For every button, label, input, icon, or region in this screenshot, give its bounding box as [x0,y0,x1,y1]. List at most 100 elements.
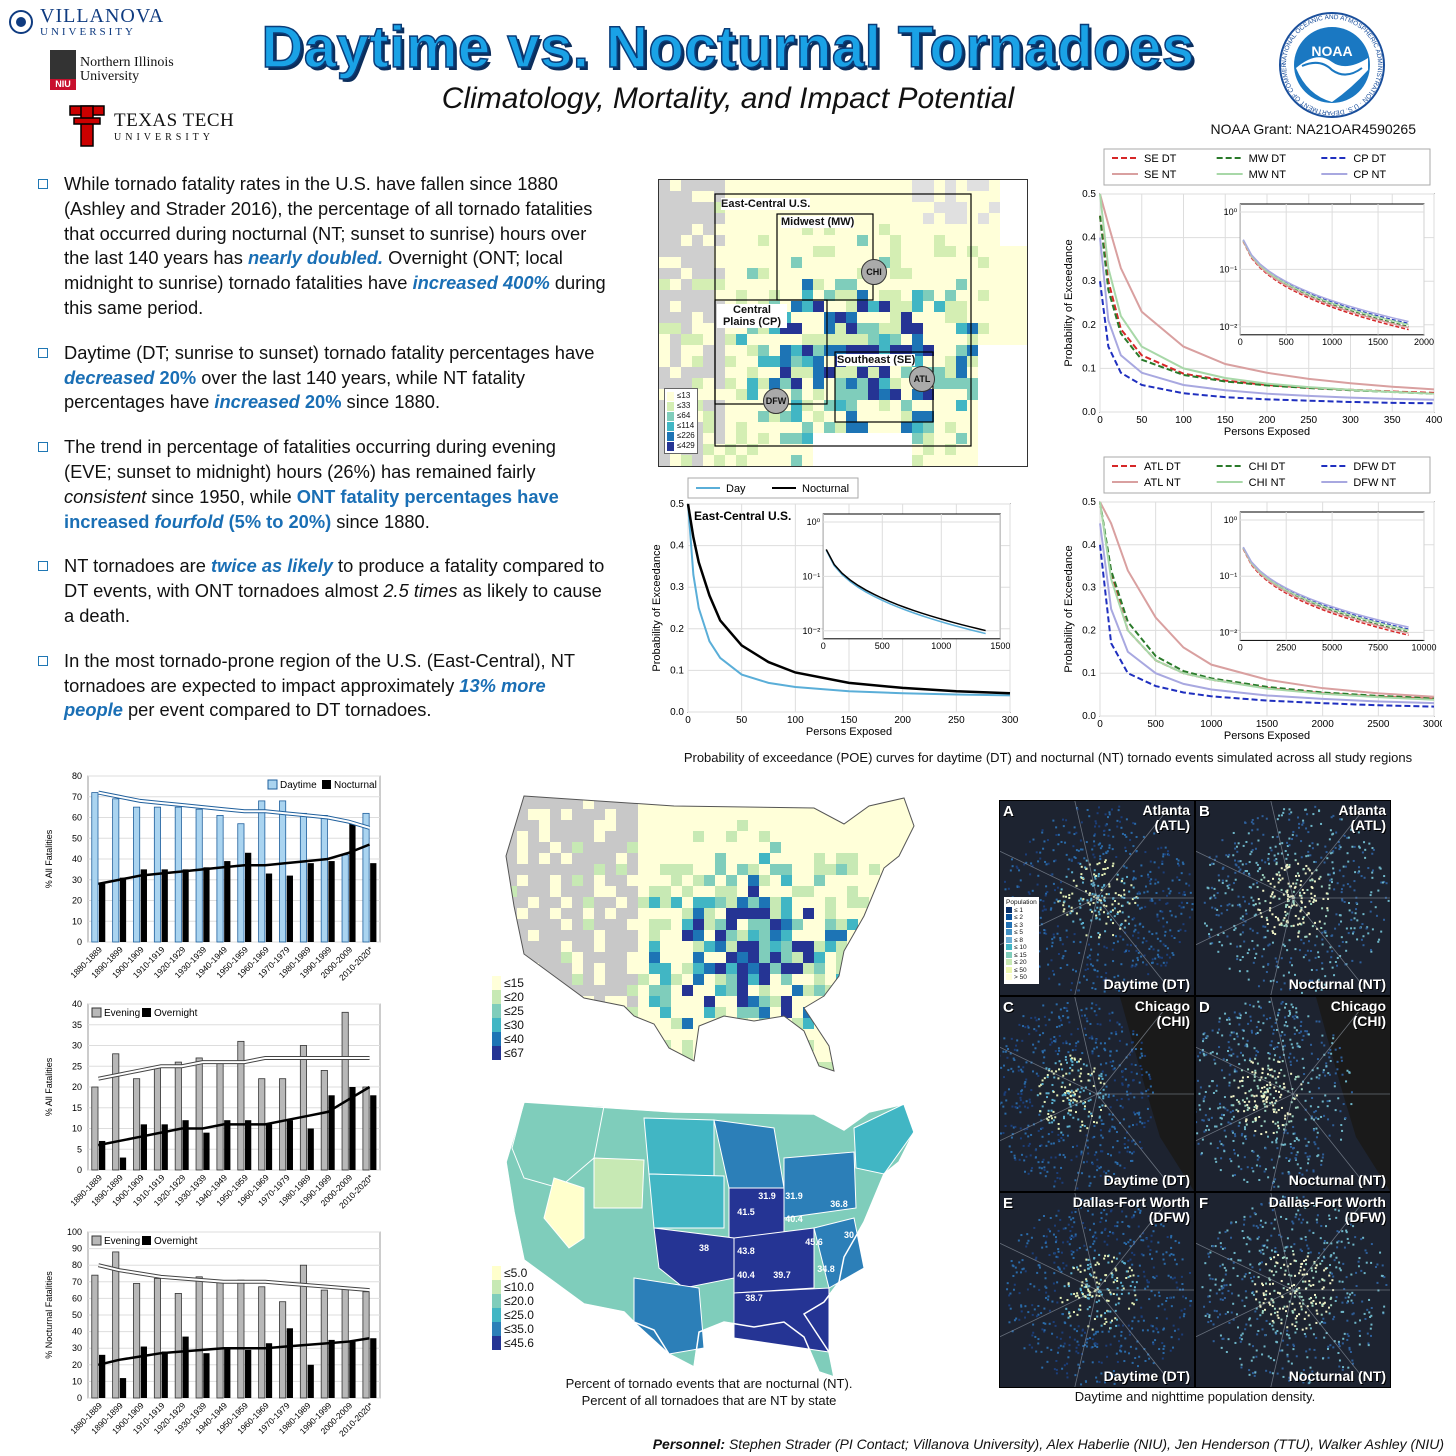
density-cell [1289,1052,1292,1055]
map-cell [704,1040,715,1051]
density-cell [1319,875,1322,878]
map-cell [847,1029,858,1040]
density-cell [1013,1048,1016,1051]
density-cell [1306,1030,1309,1033]
legend-row: ≤20 [492,990,524,1004]
density-cell [1131,959,1134,962]
density-cell [1045,892,1048,895]
density-cell [1201,1048,1204,1051]
map-cell [1000,290,1011,301]
bar-evening [299,1045,307,1171]
density-cell [1248,874,1251,877]
map-cell [813,202,824,213]
map-cell [858,864,869,875]
map-cell [858,996,869,1007]
density-cell [1324,975,1327,978]
map-cell [748,985,759,996]
density-cell [1320,927,1323,930]
density-cell [1083,1125,1086,1128]
density-cell [1280,922,1283,925]
map-cell [726,963,737,974]
legend-swatch [1006,966,1012,973]
density-cell [1275,1018,1278,1021]
map-cell [638,809,649,820]
map-cell [539,941,550,952]
density-cell [1358,846,1361,849]
density-cell [1162,943,1165,946]
map-cell [813,301,824,312]
map-cell [682,1018,693,1029]
density-cell [1071,910,1074,913]
map-cell [813,235,824,246]
density-cell [1296,872,1299,875]
y-tick-label: 0.0 [670,707,684,718]
density-cell [1286,891,1289,894]
legend-swatch [492,976,501,990]
map-cell [583,974,594,985]
density-cell [1272,1166,1275,1169]
legend-swatch [492,1308,501,1322]
density-cell [1285,890,1288,893]
density-cell [1093,840,1096,843]
map-cell [484,798,495,809]
map-cell [934,455,945,466]
density-cell [1264,861,1267,864]
density-cell [1353,927,1356,930]
map-cell [891,796,902,798]
map-cell [627,1062,638,1071]
map-cell [649,796,660,798]
density-cell [1064,1156,1067,1159]
map-cell [902,1007,913,1018]
map-cell [857,213,868,224]
density-cell [1343,834,1346,837]
map-cell [967,323,978,334]
density-cell [1072,968,1075,971]
density-cell [1294,1158,1297,1161]
legend-label: DFW DT [1353,461,1396,473]
density-cell [1107,834,1110,837]
density-cell [1255,1054,1258,1057]
map-cell [902,919,913,930]
legend-swatch [492,1032,501,1046]
trend-line-overnight [98,1085,371,1147]
map-cell [681,279,692,290]
density-cell [1024,1132,1027,1135]
density-cell [1308,979,1311,982]
map-cell [967,268,978,279]
map-cell [770,776,781,787]
map-cell [649,952,660,963]
map-cell [824,301,835,312]
density-cell [1010,1136,1013,1139]
density-cell [1088,815,1091,818]
map-cell [769,246,780,257]
density-cell [1095,874,1098,877]
bar-overnight [182,1120,189,1170]
map-cell [692,235,703,246]
y-tick-label: 0.4 [1082,233,1096,244]
map-cell [682,1073,693,1084]
density-cell [1140,1041,1143,1044]
density-cell [1076,1187,1079,1190]
legend-label: ≤33 [677,401,691,410]
density-cell [1310,824,1313,827]
map-cell [627,996,638,1007]
map-cell [671,930,682,941]
map-cell [715,842,726,853]
map-cell [879,279,890,290]
density-cell [1287,866,1290,869]
density-cell [1300,856,1303,859]
inset-series-atl-nt [1242,548,1409,634]
map-cell [484,1062,495,1073]
map-cell [671,952,682,963]
density-cell [1004,888,1007,891]
map-cell [550,864,561,875]
map-cell [561,1029,572,1040]
density-cell [1268,909,1271,912]
density-cell [1383,880,1386,883]
density-cell [1239,1051,1242,1054]
map-cell [847,996,858,1007]
density-cell [1030,1169,1033,1172]
density-cell [1381,881,1384,884]
map-cell [891,820,902,831]
density-cell [1037,1018,1040,1021]
